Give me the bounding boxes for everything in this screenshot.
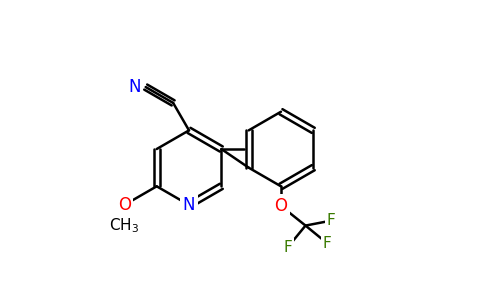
- Text: O: O: [274, 197, 287, 215]
- Text: O: O: [118, 196, 131, 214]
- Text: F: F: [323, 236, 332, 251]
- Text: N: N: [128, 78, 141, 96]
- Text: CH$_3$: CH$_3$: [109, 217, 139, 236]
- Text: F: F: [284, 240, 292, 255]
- Text: N: N: [183, 196, 195, 214]
- Text: F: F: [327, 213, 335, 228]
